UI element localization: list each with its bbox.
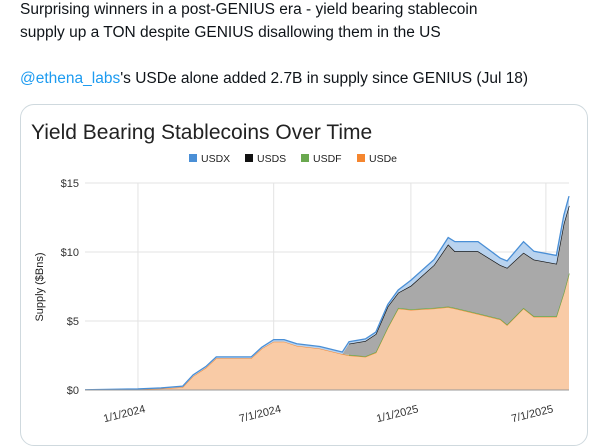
mention-link[interactable]: @ethena_labs [20,70,121,87]
x-tick-label: 7/1/2025 [510,403,554,425]
x-tick-label: 1/1/2025 [375,403,419,425]
tweet-line-3-text: 's USDe alone added 2.7B in supply since… [120,70,529,87]
tweet-line-1: Surprising winners in a post-GENIUS era … [20,1,478,18]
line-usdx [84,195,570,391]
y-tick-label: $15 [61,178,79,190]
legend: USDX USDS USDF USDe [189,153,397,165]
area-usds [85,205,569,390]
legend-label-usdf: USDF [313,153,342,165]
legend-swatch-usds [245,154,253,162]
line-usdf [348,273,570,357]
legend-swatch-usdx [189,154,197,162]
legend-swatch-usde [357,154,365,162]
chart-image-card[interactable]: Yield Bearing Stablecoins Over Time USDX… [20,104,588,446]
legend-label-usde: USDe [369,153,397,165]
y-tick-label: $10 [61,247,79,259]
x-tick-label: 1/1/2024 [102,403,146,425]
tweet-line-3: @ethena_labs's USDe alone added 2.7B in … [20,68,528,90]
area-usdx [85,196,569,390]
tweet-line-2: supply up a TON despite GENIUS disallowi… [20,24,441,41]
area-usde [85,274,569,390]
y-axis-label: Supply ($Bns) [34,252,46,321]
plot-area [84,195,570,391]
chart-title: Yield Bearing Stablecoins Over Time [31,121,372,144]
legend-swatch-usdf [301,154,309,162]
legend-label-usds: USDS [257,153,286,165]
chart: Yield Bearing Stablecoins Over Time USDX… [31,121,570,425]
y-tick-label: $0 [67,385,79,397]
line-usds [348,205,570,345]
y-tick-label: $5 [67,316,79,328]
x-tick-label: 7/1/2024 [238,403,282,425]
legend-label-usdx: USDX [201,153,230,165]
